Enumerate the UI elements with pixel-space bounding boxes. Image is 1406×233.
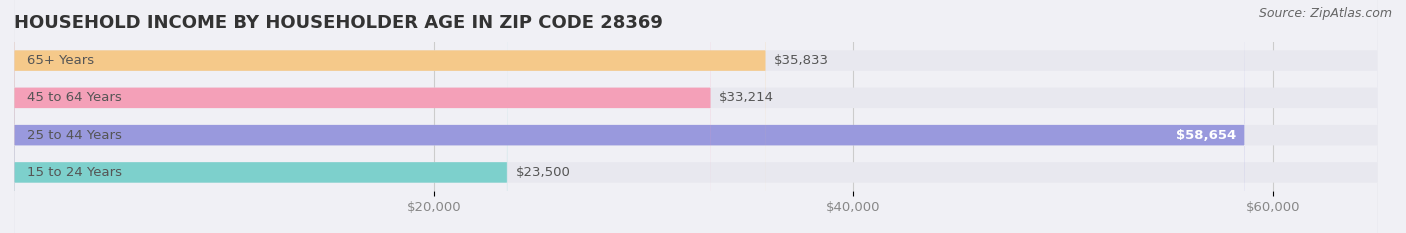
- Text: $23,500: $23,500: [516, 166, 571, 179]
- Text: $33,214: $33,214: [720, 91, 775, 104]
- FancyBboxPatch shape: [14, 0, 508, 233]
- Text: $58,654: $58,654: [1175, 129, 1236, 142]
- FancyBboxPatch shape: [14, 0, 1378, 233]
- Text: $35,833: $35,833: [775, 54, 830, 67]
- Text: 65+ Years: 65+ Years: [27, 54, 94, 67]
- Text: HOUSEHOLD INCOME BY HOUSEHOLDER AGE IN ZIP CODE 28369: HOUSEHOLD INCOME BY HOUSEHOLDER AGE IN Z…: [14, 14, 664, 32]
- FancyBboxPatch shape: [14, 0, 1244, 233]
- Text: 45 to 64 Years: 45 to 64 Years: [27, 91, 121, 104]
- FancyBboxPatch shape: [14, 0, 1378, 233]
- Text: Source: ZipAtlas.com: Source: ZipAtlas.com: [1258, 7, 1392, 20]
- FancyBboxPatch shape: [14, 0, 766, 233]
- FancyBboxPatch shape: [14, 0, 1378, 233]
- Text: 15 to 24 Years: 15 to 24 Years: [27, 166, 122, 179]
- FancyBboxPatch shape: [14, 0, 1378, 233]
- FancyBboxPatch shape: [14, 0, 711, 233]
- Text: 25 to 44 Years: 25 to 44 Years: [27, 129, 121, 142]
